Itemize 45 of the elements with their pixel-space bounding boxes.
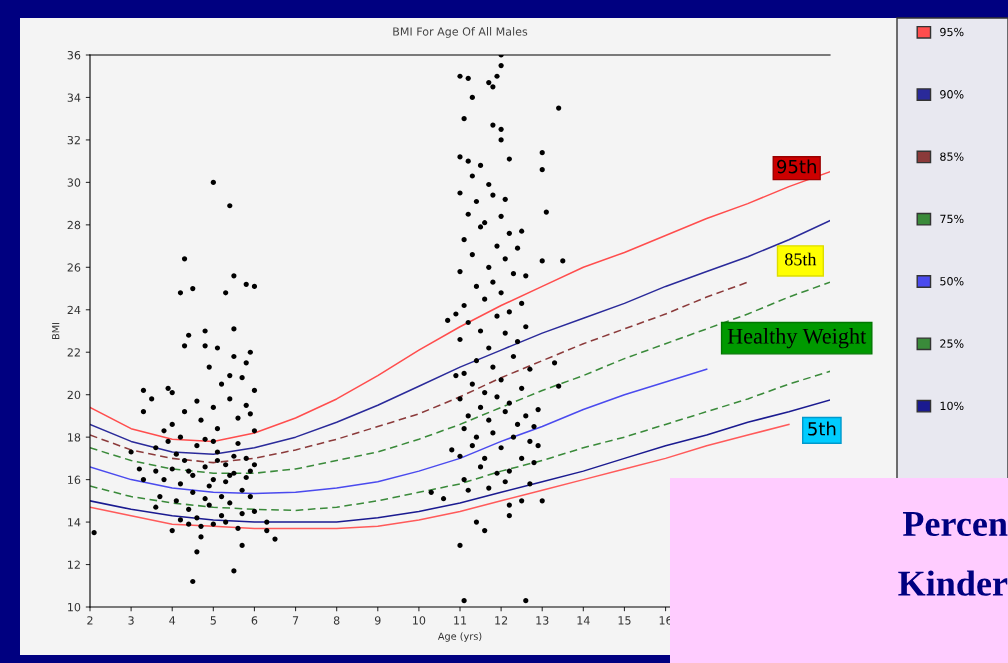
y-tick-label: 12 — [68, 560, 80, 569]
text: Kinder — [898, 570, 1008, 596]
legend-label: 50% — [940, 277, 964, 286]
y-tick-label: 14 — [68, 518, 81, 527]
x-tick-label: 15 — [618, 616, 631, 625]
x-tick-label: 9 — [374, 616, 381, 625]
x-tick-label: 5 — [210, 616, 216, 625]
y-tick-label: 26 — [67, 263, 81, 272]
legend-label: 75% — [940, 214, 964, 224]
x-tick-label: 10 — [413, 616, 426, 625]
legend-label: 90% — [940, 90, 964, 99]
y-tick-label: 20 — [67, 390, 81, 400]
legend-label: 25% — [940, 339, 964, 348]
legend-label: 85% — [940, 152, 964, 161]
y-tick-label: 24 — [67, 305, 81, 314]
y-tick-label: 10 — [68, 602, 81, 612]
text: Percen — [902, 512, 1008, 537]
x-tick-label: 7 — [292, 616, 299, 625]
annotation: 85th — [785, 252, 817, 266]
x-tick-label: 12 — [495, 616, 508, 625]
annotation: 95th — [777, 159, 816, 174]
chart-title: BMI For Age Of All Males — [393, 27, 528, 38]
x-tick-label: 4 — [169, 616, 176, 625]
y-tick-label: 28 — [67, 220, 81, 230]
x-tick-label: 3 — [128, 616, 134, 625]
y-tick-label: 34 — [67, 93, 81, 102]
line-series — [90, 423, 790, 530]
legend-label: 95% — [940, 27, 964, 37]
x-tick-label: 13 — [536, 616, 549, 625]
x-tick-label: 11 — [454, 616, 467, 625]
x-tick-label: 8 — [333, 616, 340, 625]
x-tick-label: 2 — [87, 616, 93, 625]
y-tick-label: 30 — [67, 178, 81, 187]
annotation: Healthy Weight — [727, 328, 867, 349]
legend-label: 10% — [940, 401, 964, 411]
y-tick-label: 36 — [67, 50, 81, 60]
x-tick-label: 6 — [251, 616, 258, 625]
y-tick-label: 16 — [68, 475, 81, 484]
y-tick-label: 18 — [68, 433, 81, 442]
y-tick-label: 32 — [67, 135, 80, 145]
x-tick-label: 14 — [577, 616, 590, 625]
annotation: 5th — [808, 421, 836, 436]
y-axis-title: BMI — [52, 322, 60, 340]
y-tick-label: 22 — [67, 348, 80, 357]
x-axis-title: Age (yrs) — [437, 632, 482, 642]
